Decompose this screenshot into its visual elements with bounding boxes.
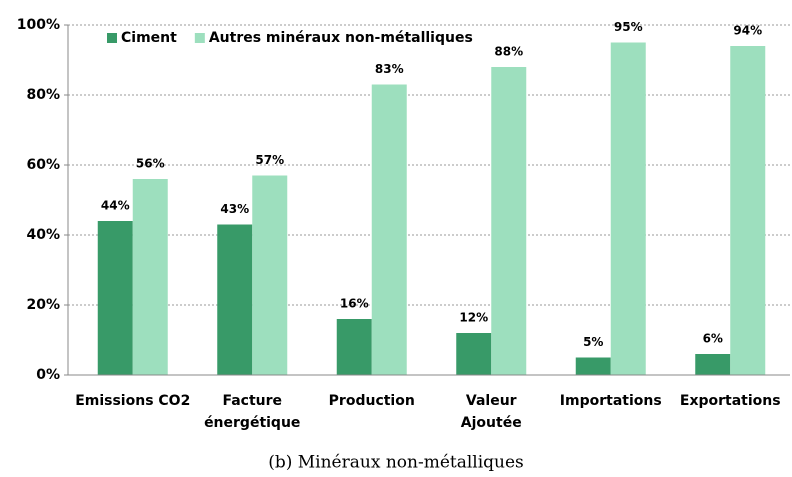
y-tick-label: 40% (26, 227, 60, 243)
value-label: 6% (703, 332, 723, 346)
value-label: 83% (375, 62, 404, 76)
caption: (b) Minéraux non-métalliques (268, 453, 524, 473)
legend-swatch (107, 33, 117, 43)
bar (730, 46, 766, 375)
x-tick-label: Exportations (680, 393, 781, 409)
value-label: 12% (459, 311, 488, 325)
y-tick-label: 0% (36, 367, 60, 383)
legend-label: Autres minéraux non-métalliques (209, 30, 473, 46)
bar (217, 224, 253, 375)
value-label: 44% (101, 199, 130, 213)
value-label: 16% (340, 297, 369, 311)
x-tick-label: Facture énergétique (204, 393, 300, 431)
bar (97, 221, 133, 375)
legend-label: Ciment (121, 30, 177, 46)
legend-swatch (194, 33, 205, 43)
x-tick-label: Valeur Ajoutée (461, 393, 522, 431)
bar (491, 67, 527, 375)
value-label: 94% (733, 24, 762, 38)
bar (371, 84, 407, 375)
x-tick-label: Importations (560, 393, 662, 409)
value-label: 88% (494, 45, 523, 59)
bar (575, 357, 611, 375)
bar (252, 175, 288, 375)
x-tick-label: Production (329, 393, 415, 409)
value-label: 43% (220, 202, 249, 216)
x-tick-label: Emissions CO2 (75, 393, 190, 409)
y-tick-label: 100% (17, 17, 60, 33)
bar (695, 354, 731, 375)
y-tick-label: 20% (26, 297, 60, 313)
bar (336, 319, 372, 375)
y-tick-label: 80% (26, 87, 60, 103)
value-label: 5% (583, 335, 603, 349)
value-label: 95% (614, 20, 643, 34)
y-tick-label: 60% (26, 157, 60, 173)
bar (610, 42, 646, 375)
value-label: 57% (255, 153, 284, 167)
value-label: 56% (136, 157, 165, 171)
bar (456, 333, 492, 375)
bar (132, 179, 168, 375)
